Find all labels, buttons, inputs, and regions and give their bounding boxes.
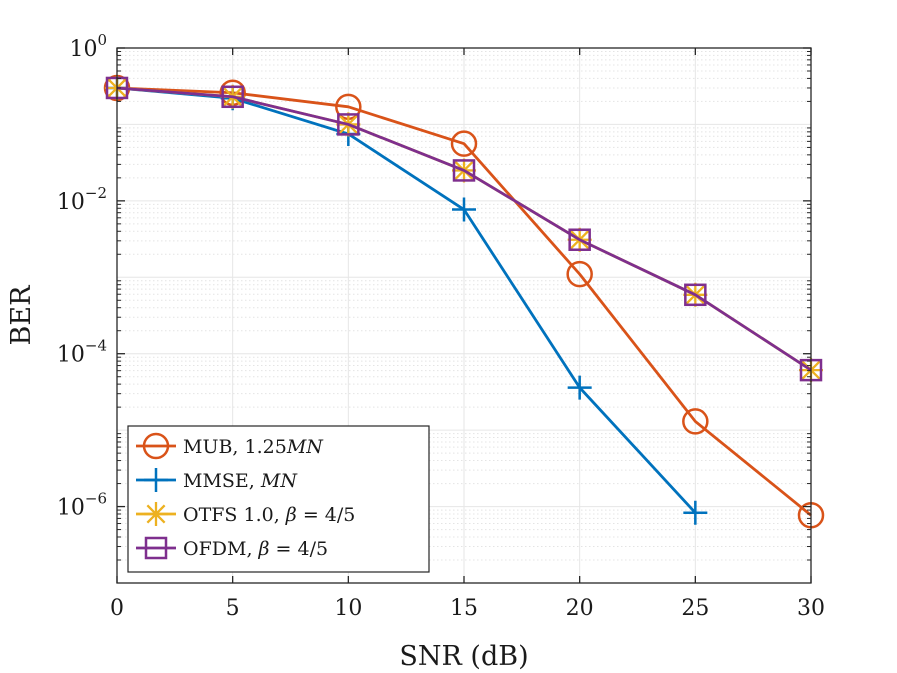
x-tick-label: 25 [681,596,709,621]
marker-asterisk [144,502,168,526]
x-tick-label: 30 [797,596,825,621]
y-tick-exponent: −4 [85,337,107,355]
y-tick-label: 100 [69,31,107,62]
legend-item-0: MUB, 1.25MN [136,432,324,460]
y-tick-label: 10−2 [57,184,107,215]
y-tick-base: 10 [57,496,85,521]
marker-plus [683,500,708,525]
y-axis-title: BER [6,285,37,346]
series-line [116,86,812,372]
y-tick-exponent: −2 [85,184,107,202]
legend-label: MUB, 1.25MN [183,436,324,458]
marker-square [221,85,244,109]
legend-item-2: OTFS 1.0, β = 4/5 [136,502,355,526]
marker-plus [567,375,592,400]
y-tick-exponent: 0 [97,31,107,49]
marker-plus [144,468,168,492]
y-tick-base: 10 [57,343,85,368]
legend-box [127,425,430,573]
legend-label: OTFS 1.0, β = 4/5 [183,504,355,526]
marker-circle [142,432,170,460]
marker-square [144,536,168,560]
legend: MUB, 1.25MN MMSE, MN OTFS 1.0, β = 4/5 OFDM… [127,425,430,573]
x-tick-label: 15 [450,596,478,621]
x-tick-label: 0 [110,596,124,621]
y-tick-label: 10−6 [57,490,107,521]
series-3 [105,76,823,382]
y-tick-base: 10 [57,190,85,215]
marker-circle [566,260,593,288]
marker-square [452,159,476,182]
legend-item-1: MMSE, MN [136,468,298,492]
x-tick-label: 5 [226,596,240,621]
legend-item-3: OFDM, β = 4/5 [136,536,328,560]
x-tick-label: 10 [334,596,362,621]
marker-square [684,283,707,307]
x-axis-title: SNR (dB) [399,641,528,672]
legend-label: OFDM, β = 4/5 [183,538,328,560]
marker-square [337,113,360,136]
marker-circle [450,130,478,157]
marker-circle [682,408,709,435]
x-tick-label: 20 [566,596,594,621]
y-tick-base: 10 [69,37,97,62]
legend-label: MMSE, MN [183,470,298,492]
series-layer [103,74,825,529]
y-tick-label: 10−4 [57,337,107,368]
y-tick-exponent: −6 [85,490,107,508]
marker-square [568,228,591,251]
marker-plus [452,197,476,222]
